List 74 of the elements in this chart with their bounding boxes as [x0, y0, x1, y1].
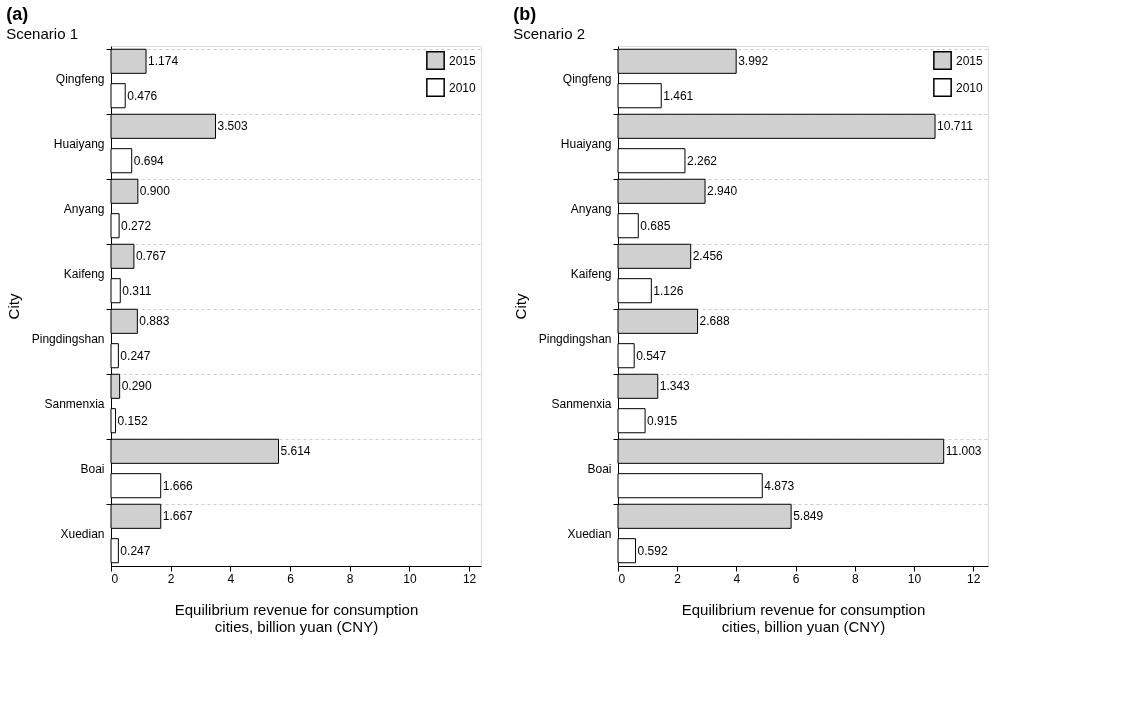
y-tick-label: Anyang [63, 201, 105, 216]
y-tick-label: Qingfeng [562, 71, 612, 86]
data-label: 4.873 [764, 478, 795, 493]
y-tick-label: Boai [80, 461, 105, 476]
data-label: 0.247 [120, 543, 151, 558]
data-label: 1.667 [162, 509, 194, 524]
data-label: 5.849 [793, 509, 824, 524]
x-tick-label: 6 [287, 571, 295, 586]
data-label: 0.915 [647, 413, 678, 428]
chart-title: (b) [513, 4, 537, 24]
data-label: 1.343 [659, 379, 691, 394]
data-label: 0.547 [636, 348, 667, 363]
x-axis-title: Equilibrium revenue for consumption cities, billion yuan (CNY) [681, 600, 926, 635]
data-label: 10.711 [937, 119, 974, 134]
x-tick-label: 12 [967, 571, 981, 586]
data-label: 11.003 [945, 444, 982, 459]
data-label: 2.456 [692, 249, 724, 264]
y-tick-label: Qingfeng [55, 71, 105, 86]
y-axis-title: City [511, 293, 529, 320]
data-label: 0.883 [139, 314, 170, 329]
chart-title: (a) [6, 4, 29, 24]
data-label: 0.272 [121, 218, 152, 233]
x-tick-label: 10 [907, 571, 922, 586]
y-tick-label: Sanmenxia [551, 396, 612, 411]
data-label: 0.247 [120, 348, 151, 363]
data-label: 0.311 [122, 283, 152, 298]
data-label: 3.992 [738, 54, 769, 69]
data-label: 0.592 [637, 543, 668, 558]
chart-subtitle: Scenario 1 [6, 25, 78, 42]
y-tick-label: Pingdingshan [31, 331, 105, 346]
x-tick-label: 4 [227, 571, 235, 586]
data-label: 5.614 [280, 444, 311, 459]
y-tick-label: Xuedian [567, 526, 612, 541]
y-tick-label: Huaiyang [560, 136, 612, 151]
data-label: 0.694 [133, 153, 165, 168]
data-label: 0.767 [135, 249, 167, 264]
data-label: 1.174 [148, 54, 179, 69]
data-label: 0.685 [640, 218, 671, 233]
x-tick-label: 0 [618, 571, 626, 586]
y-tick-label: Huaiyang [53, 136, 105, 151]
data-label: 2.688 [699, 314, 730, 329]
legend-label: 2010 [449, 80, 477, 95]
data-label: 0.900 [139, 184, 171, 199]
x-axis-title: Equilibrium revenue for consumption cities, billion yuan (CNY) [174, 600, 419, 635]
legend-label: 2010 [956, 80, 984, 95]
y-tick-label: Kaifeng [570, 266, 612, 281]
y-tick-label: Anyang [570, 201, 612, 216]
data-label: 2.262 [686, 153, 718, 168]
data-label: 3.503 [217, 119, 248, 134]
legend-label: 2015 [449, 53, 477, 68]
x-tick-label: 2 [167, 571, 175, 586]
y-tick-label: Sanmenxia [44, 396, 105, 411]
chart-subtitle: Scenario 2 [513, 25, 585, 42]
y-tick-label: Pingdingshan [538, 331, 612, 346]
data-label: 2.940 [707, 184, 738, 199]
data-label: 0.152 [117, 413, 148, 428]
x-tick-label: 12 [462, 571, 477, 586]
data-label: 1.461 [663, 88, 694, 103]
x-tick-label: 10 [403, 571, 417, 586]
x-tick-label: 8 [346, 571, 354, 586]
x-tick-label: 2 [674, 571, 682, 586]
legend-label: 2015 [956, 53, 984, 68]
y-tick-label: Kaifeng [63, 266, 105, 281]
data-label: 1.666 [162, 478, 194, 493]
data-label: 0.476 [127, 88, 158, 103]
x-tick-label: 0 [111, 571, 119, 586]
y-tick-label: Boai [587, 461, 612, 476]
data-label: 0.290 [121, 379, 153, 394]
x-tick-label: 4 [733, 571, 741, 586]
y-axis-title: City [4, 293, 22, 320]
y-tick-label: Xuedian [60, 526, 105, 541]
x-tick-label: 8 [851, 571, 859, 586]
data-label: 1.126 [653, 283, 684, 298]
x-tick-label: 6 [792, 571, 800, 586]
